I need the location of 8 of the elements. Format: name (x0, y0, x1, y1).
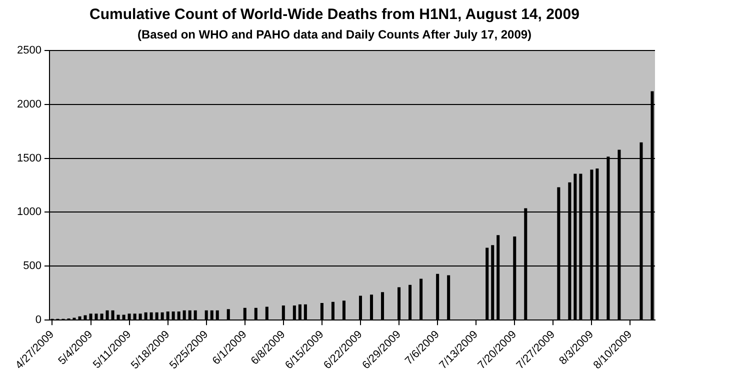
y-tick-label: 2500 (16, 44, 42, 56)
y-tick-label: 0 (35, 314, 42, 326)
chart-title: Cumulative Count of World-Wide Deaths from H1N1, August 14, 2009 (90, 6, 580, 24)
y-tick-label: 1000 (16, 206, 42, 218)
y-tick-label: 500 (23, 260, 42, 272)
chart-subtitle: (Based on WHO and PAHO data and Daily Counts After July 17, 2009) (137, 28, 532, 42)
y-tick-label: 1500 (16, 152, 42, 164)
y-tick-label: 2000 (16, 98, 42, 110)
